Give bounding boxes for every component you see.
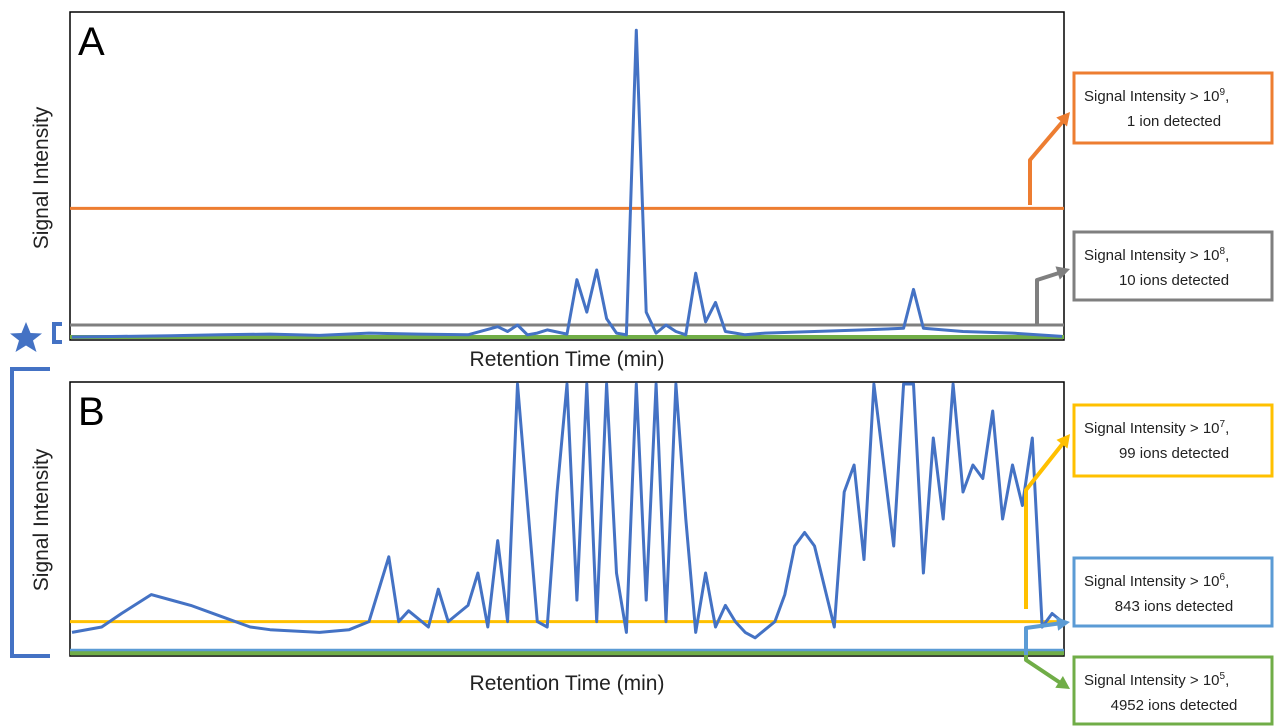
large-bracket — [10, 367, 50, 658]
callout-line1: Signal Intensity > 108, — [1084, 246, 1229, 264]
callout-line1: Signal Intensity > 107, — [1084, 419, 1229, 437]
panel-a-threshold-lines — [70, 206, 1064, 340]
callout-box — [1072, 230, 1274, 302]
connector-1e9 — [1028, 118, 1066, 205]
panel-b-letter: B — [78, 390, 105, 434]
star-icon — [10, 322, 42, 352]
callout-line2: 99 ions detected — [1119, 445, 1229, 462]
panel-a-frame — [69, 11, 1065, 341]
connector-1e5 — [1024, 655, 1064, 686]
callout-box — [1072, 71, 1274, 145]
zoom-indicator — [10, 322, 62, 658]
panel-a-y-axis-label: Signal Intensity — [30, 106, 53, 249]
connector-1e8 — [1035, 270, 1063, 325]
callout-box — [1072, 556, 1274, 628]
connector-1e7 — [1024, 440, 1066, 609]
connector-1e6 — [1024, 621, 1063, 655]
callout-5: Signal Intensity > 105, 4952 ions detecte… — [1072, 655, 1274, 726]
connector-1e8-head — [1055, 266, 1070, 280]
small-bracket — [52, 322, 62, 344]
connector-1e9-head — [1056, 112, 1070, 127]
callout-line2: 1 ion detected — [1127, 113, 1221, 130]
connector-1e5-head — [1055, 676, 1070, 689]
callout-connectors — [1024, 112, 1070, 689]
callout-6: Signal Intensity > 106, 843 ions detected — [1072, 556, 1274, 628]
panel-b-trace — [71, 382, 1063, 640]
panel-b-frame — [69, 381, 1065, 657]
panel-a: A Signal Intensity Retention Time (min) — [30, 11, 1065, 371]
callout-line1: Signal Intensity > 105, — [1084, 671, 1229, 689]
callout-line1: Signal Intensity > 106, — [1084, 572, 1229, 590]
panel-b-y-axis-label: Signal Intensity — [30, 448, 53, 591]
panel-a-x-axis-label: Retention Time (min) — [470, 348, 665, 371]
callout-line2: 10 ions detected — [1119, 272, 1229, 289]
panel-b: B Signal Intensity Retention Time (min) — [30, 381, 1065, 695]
callout-9: Signal Intensity > 109, 1 ion detected — [1072, 71, 1274, 145]
connector-1e7-head — [1056, 434, 1070, 449]
callout-box — [1072, 403, 1274, 478]
callout-line1: Signal Intensity > 109, — [1084, 87, 1229, 105]
panel-a-letter: A — [78, 20, 105, 64]
callout-7: Signal Intensity > 107, 99 ions detected — [1072, 403, 1274, 478]
callout-box — [1072, 655, 1274, 726]
callout-line2: 843 ions detected — [1115, 598, 1233, 615]
callout-boxes: Signal Intensity > 109,1 ion detectedSig… — [1072, 71, 1274, 726]
panel-a-trace — [71, 28, 1063, 339]
callout-line2: 4952 ions detected — [1111, 697, 1238, 714]
callout-8: Signal Intensity > 108, 10 ions detected — [1072, 230, 1274, 302]
panel-b-x-axis-label: Retention Time (min) — [470, 672, 665, 695]
connector-1e6-head — [1056, 616, 1070, 631]
